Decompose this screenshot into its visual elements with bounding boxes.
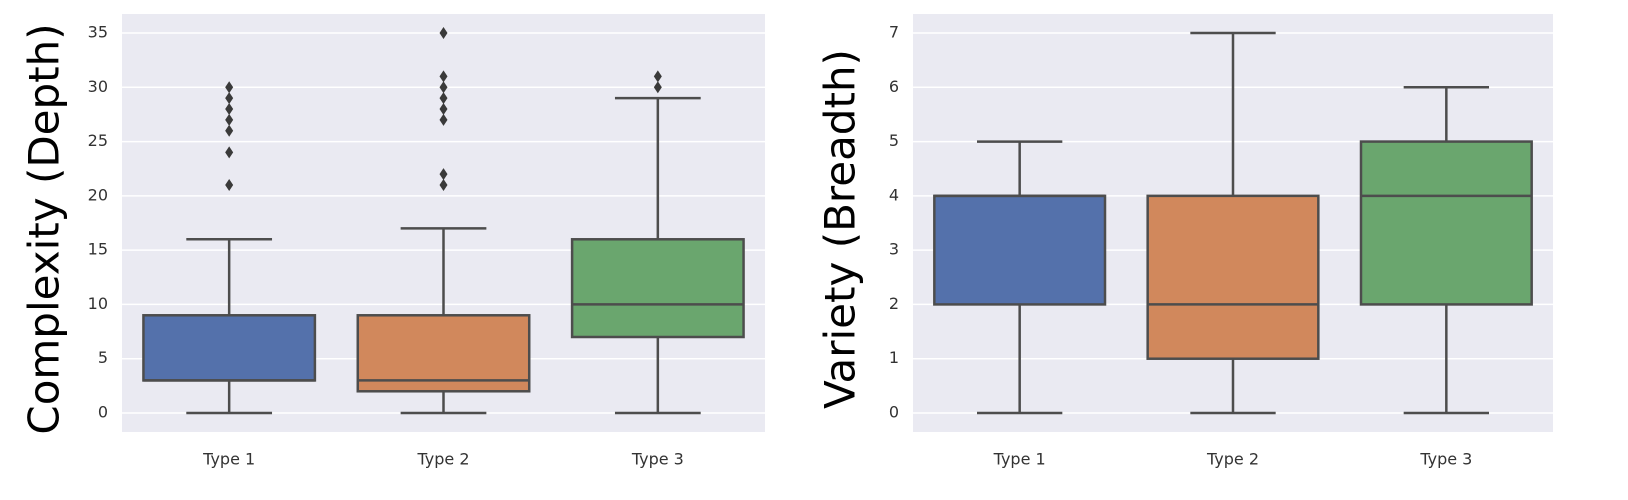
y-tick-label: 30 xyxy=(88,77,108,96)
outlier xyxy=(439,168,448,181)
outlier xyxy=(439,81,448,94)
outlier xyxy=(225,113,234,126)
y-tick-label: 1 xyxy=(889,348,899,367)
outlier xyxy=(225,92,234,105)
y-tick-label: 5 xyxy=(98,348,108,367)
box xyxy=(142,314,317,382)
y-tick-label: 35 xyxy=(88,23,108,42)
y-tick-label: 6 xyxy=(889,77,899,96)
outlier xyxy=(225,103,234,115)
x-tick-label: Type 1 xyxy=(993,450,1046,469)
box xyxy=(1146,194,1320,360)
y-tick-label: 10 xyxy=(88,294,108,313)
box xyxy=(356,314,531,393)
y-tick-label: 2 xyxy=(889,294,899,313)
outlier xyxy=(439,70,448,83)
outlier xyxy=(653,81,662,94)
y-tick-label: 4 xyxy=(889,185,899,204)
x-tick-label: Type 1 xyxy=(202,450,255,469)
x-tick-label: Type 2 xyxy=(416,450,469,469)
y-tick-label: 0 xyxy=(889,403,899,422)
outlier xyxy=(439,103,448,115)
y-tick-label: 5 xyxy=(889,131,899,150)
outlier xyxy=(653,70,662,83)
outlier xyxy=(439,92,448,105)
box xyxy=(1359,140,1533,306)
y-tick-label: 3 xyxy=(889,240,899,259)
x-tick-label: Type 2 xyxy=(1206,450,1259,469)
outlier xyxy=(225,146,234,159)
y-tick-label: 15 xyxy=(88,240,108,259)
y-axis-label: Complexity (Depth) xyxy=(20,23,69,434)
box xyxy=(570,238,745,339)
y-tick-label: 20 xyxy=(88,185,108,204)
outlier xyxy=(439,113,448,126)
y-axis-label: Variety (Breadth) xyxy=(816,49,865,409)
outlier xyxy=(225,179,234,191)
x-tick-label: Type 3 xyxy=(631,450,684,469)
outlier xyxy=(439,179,448,191)
outlier xyxy=(439,27,448,39)
outlier xyxy=(225,124,234,137)
y-tick-label: 0 xyxy=(98,403,108,422)
box xyxy=(933,194,1107,306)
y-tick-label: 7 xyxy=(889,23,899,42)
outlier xyxy=(225,81,234,94)
y-tick-label: 25 xyxy=(88,131,108,150)
x-tick-label: Type 3 xyxy=(1419,450,1472,469)
